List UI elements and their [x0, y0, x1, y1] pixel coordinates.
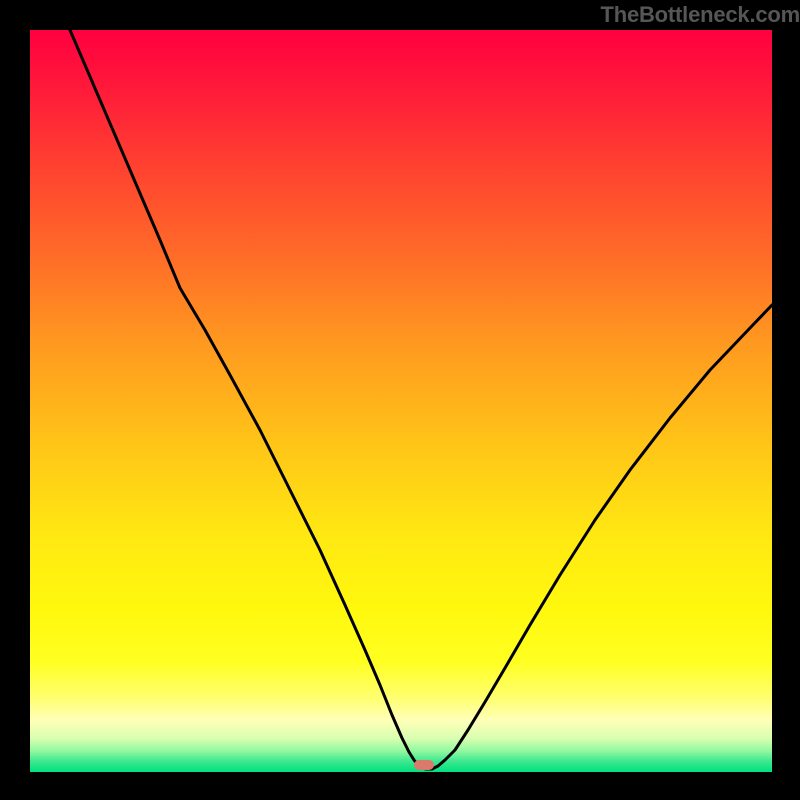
minimum-marker	[414, 760, 434, 770]
watermark-text: TheBottleneck.com	[600, 2, 800, 28]
bottleneck-curve	[70, 30, 772, 769]
curve-layer	[30, 30, 772, 772]
chart-container: TheBottleneck.com	[0, 0, 800, 800]
plot-area	[30, 30, 772, 772]
